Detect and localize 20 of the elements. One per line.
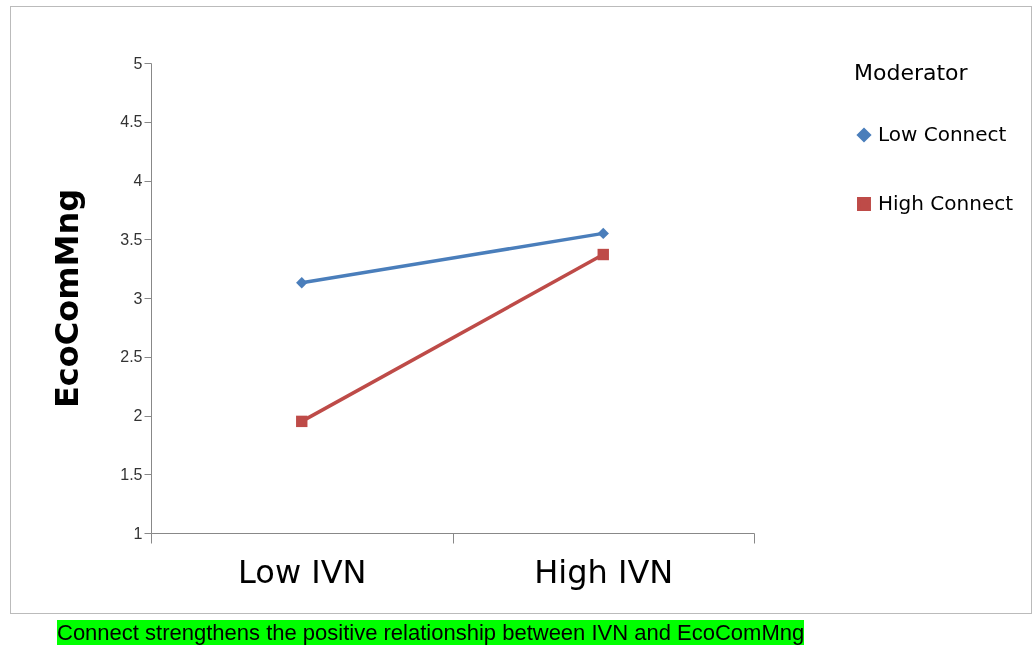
y-tick-label: 2: [133, 407, 143, 424]
point: [296, 415, 308, 428]
point: [597, 227, 609, 240]
text: Connect strengthens the positive relationship between IVN and EcoComMng: [57, 620, 805, 645]
point: [296, 277, 308, 289]
y-tick-label: 4.5: [120, 113, 143, 131]
legend-label: High Connect: [878, 191, 1014, 215]
point: [597, 248, 609, 261]
y-tick-label: 1: [133, 524, 143, 542]
y-tick-label: 2.5: [120, 348, 143, 366]
y-tick-label: 3: [133, 289, 143, 307]
x-tick-label: Low IVN: [238, 552, 367, 591]
x-tick-label: High IVN: [534, 552, 674, 591]
y-tick-label: 5: [133, 54, 143, 72]
legend-title: Moderator: [854, 60, 969, 85]
y-tick-label: 1.5: [120, 465, 143, 483]
y-tick-label: 3.5: [120, 230, 143, 248]
legend-label: Low Connect: [878, 122, 1007, 146]
y-axis-title: EcoComMng: [48, 188, 87, 409]
y-tick-label: 4: [133, 172, 143, 189]
